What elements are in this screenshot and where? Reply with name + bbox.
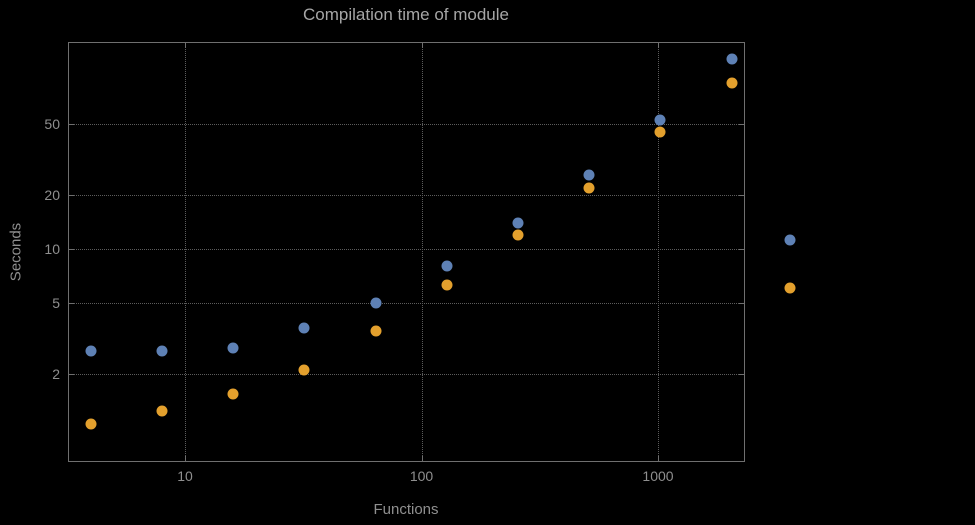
data-point-series-2	[85, 418, 97, 430]
gridline-horizontal	[68, 249, 745, 251]
y-tick-mark	[69, 302, 74, 304]
y-tick-mark	[69, 374, 74, 376]
data-point-series-1	[726, 53, 738, 65]
gridline-horizontal	[68, 195, 745, 197]
x-tick-mark-top	[185, 43, 187, 48]
data-point-series-2	[726, 77, 738, 89]
x-tick-label: 100	[409, 468, 434, 484]
data-point-series-2	[298, 364, 310, 376]
y-tick-mark-right	[739, 302, 744, 304]
y-tick-mark-right	[739, 374, 744, 376]
data-point-series-1	[441, 260, 453, 272]
gridline-vertical	[185, 42, 187, 462]
x-tick-label: 10	[177, 468, 193, 484]
y-tick-label: 50	[44, 116, 60, 133]
data-point-series-2	[441, 279, 453, 291]
data-point-series-1	[298, 322, 310, 334]
data-point-series-2	[583, 182, 595, 194]
data-point-series-2	[512, 229, 524, 241]
data-point-series-1	[512, 217, 524, 229]
gridline-horizontal	[68, 302, 745, 304]
data-point-series-2	[370, 325, 382, 337]
data-point-series-1	[654, 114, 666, 126]
gridline-horizontal	[68, 374, 745, 376]
data-point-series-1	[227, 342, 239, 354]
y-tick-mark	[69, 249, 74, 251]
gridline-vertical	[421, 42, 423, 462]
x-tick-mark	[657, 456, 659, 461]
x-tick-mark-top	[657, 43, 659, 48]
x-tick-label: 1000	[642, 468, 674, 484]
y-tick-mark	[69, 124, 74, 126]
legend-marker-series-1	[784, 234, 796, 246]
y-tick-mark-right	[739, 195, 744, 197]
data-point-series-1	[156, 345, 168, 357]
y-tick-mark-right	[739, 249, 744, 251]
legend-marker-series-2	[784, 282, 796, 294]
data-point-series-1	[370, 297, 382, 309]
y-tick-mark-right	[739, 124, 744, 126]
data-point-series-1	[85, 345, 97, 357]
y-tick-label: 2	[52, 366, 60, 383]
data-point-series-1	[583, 169, 595, 181]
gridline-horizontal	[68, 124, 745, 126]
data-point-series-2	[654, 126, 666, 138]
data-point-series-2	[156, 405, 168, 416]
y-tick-label: 5	[52, 294, 60, 311]
plot-frame	[68, 42, 745, 462]
x-axis-label: Functions	[373, 501, 439, 518]
y-tick-label: 20	[44, 187, 60, 204]
data-point-series-2	[227, 388, 239, 400]
gridline-vertical	[657, 42, 659, 462]
x-tick-mark	[421, 456, 423, 461]
x-tick-mark-top	[421, 43, 423, 48]
x-tick-mark	[185, 456, 187, 461]
y-tick-mark	[69, 195, 74, 197]
chart-title: Compilation time of module	[303, 5, 509, 24]
y-tick-label: 10	[44, 241, 60, 258]
